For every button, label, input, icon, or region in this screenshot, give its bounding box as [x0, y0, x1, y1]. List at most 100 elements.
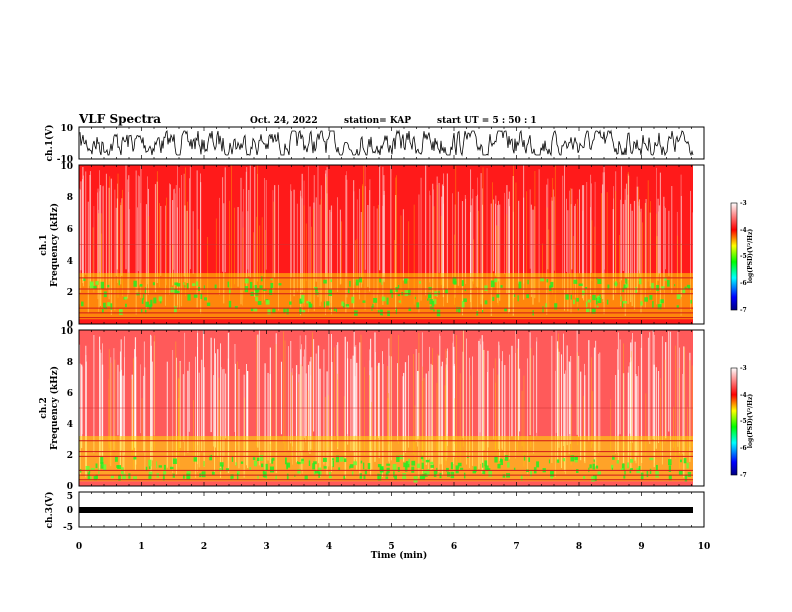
green-emission-cell: [463, 298, 467, 302]
green-emission-cell: [484, 465, 489, 471]
green-emission-cell: [481, 309, 484, 313]
green-emission-cell: [593, 475, 597, 482]
green-emission-cell: [591, 476, 595, 482]
green-emission-cell: [428, 295, 431, 299]
green-emission-cell: [377, 464, 382, 468]
ch2-colorbar-tick-m6: -6: [740, 445, 747, 452]
green-emission-cell: [556, 459, 560, 463]
green-emission-cell: [381, 296, 386, 302]
green-emission-cell: [249, 281, 253, 289]
green-emission-cell: [286, 462, 291, 468]
ch1-colorbar-label: log(PSD)(V²/Hz): [747, 229, 754, 284]
green-emission-cell: [153, 297, 157, 304]
green-emission-cell: [497, 463, 501, 469]
green-emission-cell: [461, 280, 464, 287]
green-emission-cell: [422, 459, 425, 462]
ch1-frequency-label: Frequency (kHz): [49, 203, 60, 287]
green-emission-cell: [301, 458, 304, 461]
green-emission-cell: [682, 288, 686, 294]
green-emission-cell: [332, 460, 335, 468]
green-emission-cell: [545, 303, 547, 308]
green-emission-cell: [228, 287, 231, 295]
green-emission-cell: [257, 301, 262, 305]
green-emission-cell: [286, 464, 288, 470]
green-emission-cell: [148, 474, 152, 479]
green-emission-cell: [679, 459, 682, 463]
green-emission-cell: [455, 465, 460, 469]
green-emission-cell: [193, 457, 198, 462]
green-emission-cell: [144, 287, 146, 294]
green-emission-cell: [158, 296, 163, 302]
green-emission-cell: [587, 299, 592, 303]
green-emission-cell: [141, 309, 143, 313]
green-emission-cell: [85, 466, 90, 472]
ch2-ytick-2: 2: [67, 451, 73, 461]
green-emission-cell: [201, 471, 206, 478]
green-emission-cell: [546, 279, 549, 283]
ch2-spectrogram-cells: [79, 330, 693, 483]
green-emission-cell: [398, 300, 401, 303]
green-emission-cell: [133, 456, 137, 460]
green-emission-cell: [294, 474, 296, 477]
time-tick-3: 3: [263, 542, 269, 552]
ch1-ytick-4: 4: [67, 257, 73, 267]
green-emission-cell: [209, 455, 212, 461]
green-emission-cell: [122, 473, 126, 480]
green-emission-cell: [124, 296, 128, 300]
green-emission-cell: [456, 306, 458, 313]
ch2-colorbar-tick-m7: -7: [740, 472, 747, 479]
green-emission-cell: [231, 474, 234, 479]
green-emission-cell: [362, 300, 366, 303]
green-emission-cell: [249, 467, 252, 470]
green-emission-cell: [627, 462, 629, 469]
low-frequency-band: [79, 273, 693, 320]
ch1-waveform-ticks: [78, 127, 705, 159]
green-emission-cell: [297, 461, 301, 465]
green-emission-cell: [300, 460, 305, 464]
green-emission-cell: [422, 474, 426, 478]
green-emission-cell: [332, 458, 335, 461]
green-emission-cell: [90, 467, 95, 471]
green-emission-cell: [472, 470, 476, 474]
green-emission-cell: [262, 288, 267, 291]
green-emission-cell: [367, 463, 371, 470]
ch2-ytick-4: 4: [67, 420, 73, 430]
green-emission-cell: [686, 462, 689, 469]
green-emission-cell: [439, 472, 442, 476]
ch1-colorbar: [730, 202, 738, 311]
green-emission-cell: [349, 280, 351, 287]
green-emission-cell: [204, 297, 208, 301]
green-emission-cell: [128, 473, 131, 479]
green-emission-cell: [169, 466, 174, 470]
green-emission-cell: [527, 279, 529, 285]
green-emission-cell: [286, 307, 289, 315]
time-tick-0: 0: [76, 542, 82, 552]
green-emission-cell: [98, 468, 100, 475]
green-emission-cell: [225, 468, 230, 472]
green-emission-cell: [655, 470, 659, 478]
green-emission-cell: [596, 295, 600, 301]
green-emission-cell: [313, 470, 316, 476]
green-emission-cell: [342, 302, 345, 308]
green-emission-cell: [419, 474, 424, 480]
green-emission-cell: [612, 455, 615, 460]
green-emission-cell: [593, 459, 595, 462]
ch3-waveform-ylabel: ch.3(V): [44, 492, 55, 529]
green-emission-cell: [596, 465, 598, 468]
green-emission-cell: [436, 467, 438, 474]
green-emission-cell: [302, 310, 306, 314]
green-emission-cell: [386, 463, 391, 466]
green-emission-cell: [95, 474, 99, 479]
ch2-colorbar-tick-m4: -4: [740, 392, 747, 399]
green-emission-cell: [460, 467, 464, 470]
green-emission-cell: [259, 285, 263, 291]
ch2-frequency-label: Frequency (kHz): [49, 366, 60, 450]
green-emission-cell: [439, 475, 442, 479]
green-emission-cell: [379, 309, 383, 316]
green-emission-cell: [678, 470, 683, 475]
green-emission-cell: [386, 297, 389, 305]
green-emission-cell: [404, 290, 409, 297]
green-emission-cell: [313, 461, 317, 465]
green-emission-cell: [271, 459, 274, 464]
